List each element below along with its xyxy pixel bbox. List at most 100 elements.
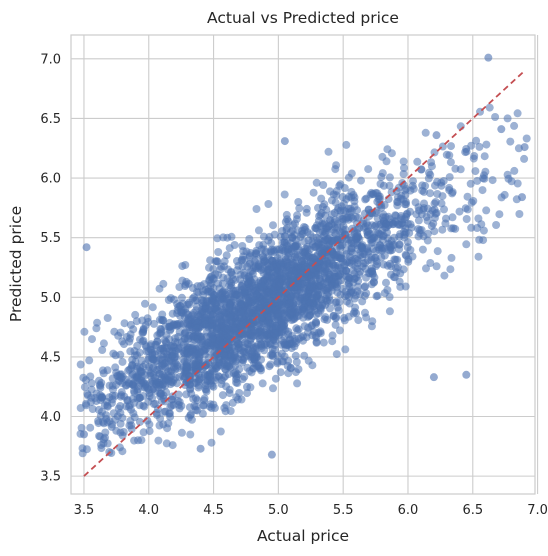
data-point	[125, 401, 134, 410]
data-point	[80, 383, 89, 392]
data-point	[198, 409, 207, 418]
data-point	[195, 362, 204, 371]
data-point	[175, 372, 184, 381]
data-point	[510, 121, 519, 130]
data-point	[399, 157, 408, 166]
data-point	[313, 286, 322, 295]
data-point	[353, 256, 362, 265]
data-point	[379, 232, 388, 241]
data-point	[396, 282, 405, 291]
data-point	[300, 322, 309, 331]
data-point	[482, 140, 491, 149]
data-point	[378, 169, 387, 178]
data-point	[380, 201, 389, 209]
data-point	[397, 214, 405, 223]
data-point	[240, 372, 249, 381]
data-point	[422, 264, 430, 273]
data-point	[342, 140, 351, 149]
data-point	[141, 360, 150, 369]
data-point	[200, 347, 209, 356]
data-point	[269, 221, 277, 230]
data-point	[321, 211, 330, 220]
data-point	[80, 327, 89, 336]
data-point	[211, 270, 220, 279]
data-point	[116, 402, 125, 410]
data-point	[228, 398, 237, 407]
data-point	[158, 344, 167, 353]
chart-title: Actual vs Predicted price	[207, 9, 399, 27]
data-point	[112, 426, 121, 435]
data-point	[438, 192, 447, 201]
data-point	[372, 262, 381, 270]
data-point	[220, 257, 229, 266]
data-point	[298, 226, 306, 235]
data-point	[335, 298, 344, 307]
data-point	[289, 276, 297, 285]
data-point	[210, 404, 219, 412]
data-point	[217, 380, 226, 388]
data-point	[401, 228, 410, 237]
data-point	[281, 269, 290, 278]
data-point	[479, 226, 488, 235]
data-point	[108, 391, 117, 400]
data-point	[230, 241, 239, 249]
data-point	[292, 324, 301, 333]
data-point	[311, 243, 320, 251]
data-point	[339, 222, 348, 230]
data-point	[167, 401, 176, 410]
data-point	[331, 320, 340, 329]
data-point	[344, 280, 353, 289]
data-point	[141, 299, 149, 308]
data-point	[103, 314, 112, 322]
data-point	[117, 370, 126, 379]
data-point	[445, 173, 454, 182]
data-point	[166, 322, 174, 331]
data-point	[207, 438, 216, 447]
data-point	[445, 183, 454, 192]
data-point	[305, 305, 314, 314]
data-point	[165, 409, 174, 418]
data-point	[281, 218, 290, 226]
data-point	[178, 262, 187, 271]
data-point	[344, 213, 353, 222]
data-point	[467, 198, 476, 207]
data-point	[294, 365, 303, 374]
y-tick-label: 4.5	[40, 350, 61, 365]
data-point	[385, 173, 394, 182]
data-point	[102, 414, 111, 423]
x-tick-label: 4.5	[203, 503, 224, 518]
data-point	[432, 131, 441, 140]
data-point	[149, 355, 158, 364]
data-point	[266, 351, 275, 360]
data-point	[293, 253, 302, 262]
data-point	[88, 335, 96, 344]
data-point	[225, 281, 234, 290]
data-point	[291, 351, 300, 360]
data-point	[497, 193, 506, 202]
data-point	[226, 407, 235, 415]
data-point	[415, 226, 424, 235]
data-point	[199, 401, 208, 410]
data-point	[497, 125, 506, 134]
data-point	[385, 259, 394, 268]
data-point	[462, 240, 471, 249]
data-point	[158, 310, 167, 319]
data-point	[385, 307, 394, 316]
data-point	[154, 383, 163, 392]
data-point	[325, 293, 334, 302]
data-point	[319, 338, 328, 347]
data-point	[116, 350, 125, 359]
data-point	[208, 366, 217, 375]
data-point	[354, 316, 363, 325]
data-point	[421, 128, 430, 137]
data-point	[213, 257, 222, 266]
data-point	[342, 272, 351, 281]
data-point	[156, 414, 165, 423]
data-point	[282, 210, 291, 219]
data-point	[235, 389, 244, 397]
data-point	[381, 213, 390, 222]
data-point	[177, 293, 186, 302]
data-point	[168, 392, 177, 401]
data-point	[84, 391, 92, 400]
data-point	[426, 189, 435, 198]
